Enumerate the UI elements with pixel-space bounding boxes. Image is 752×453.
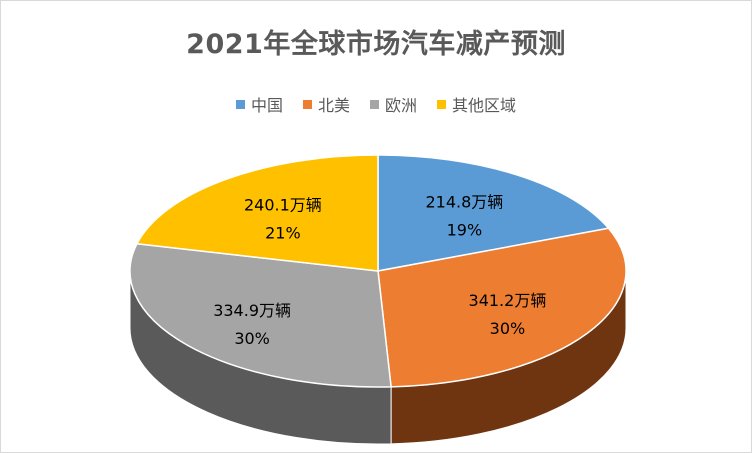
legend-item-other-regions: 其他区域 xyxy=(437,92,516,116)
chart-title: 2021年全球市场汽车减产预测 xyxy=(186,29,566,60)
pie-slice-other-regions xyxy=(136,154,379,272)
legend-label-north-america: 北美 xyxy=(317,96,350,115)
legend-item-north-america: 北美 xyxy=(302,92,350,116)
data-label-value-north-america: 341.2万辆 xyxy=(469,291,547,310)
legend-swatch-china xyxy=(235,99,245,109)
data-label-percent-north-america: 30% xyxy=(490,319,526,338)
data-label-percent-europe: 30% xyxy=(234,329,270,348)
data-label-percent-other-regions: 21% xyxy=(265,223,301,242)
chart-legend: 中国 北美 欧洲 其他区域 xyxy=(0,92,752,116)
data-label-value-china: 214.8万辆 xyxy=(425,193,503,212)
legend-swatch-other-regions xyxy=(437,99,447,109)
legend-swatch-europe xyxy=(370,99,379,109)
data-label-value-europe: 334.9万辆 xyxy=(213,301,291,320)
legend-item-china: 中国 xyxy=(235,92,283,116)
pie-slices xyxy=(129,154,627,388)
pie-data-labels: 214.8万辆 19% 341.2万辆 30% 334.9万辆 30% 240.1万辆 21% xyxy=(213,193,546,348)
legend-label-other-regions: 其他区域 xyxy=(452,96,517,115)
legend-item-europe: 欧洲 xyxy=(370,92,417,116)
pie-slice-europe xyxy=(129,243,392,388)
legend-label-europe: 欧洲 xyxy=(385,96,418,115)
legend-swatch-north-america xyxy=(302,99,312,109)
data-label-percent-china: 19% xyxy=(447,221,483,240)
pie-slice-china xyxy=(377,154,610,272)
pie-slice-north-america xyxy=(377,227,627,388)
legend-label-china: 中国 xyxy=(250,96,283,115)
data-label-value-other-regions: 240.1万辆 xyxy=(244,195,322,214)
